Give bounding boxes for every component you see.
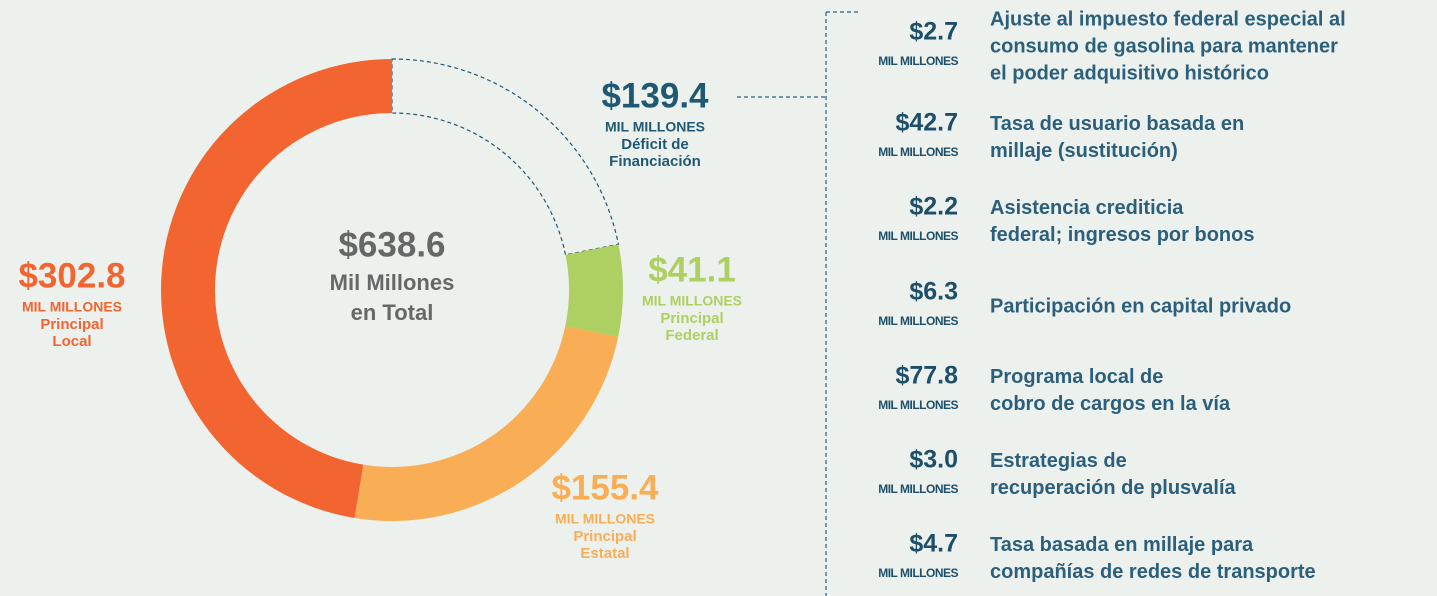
item-unit: MIL MILLONES [878, 229, 958, 243]
segment-unit: MIL MILLONES [605, 119, 705, 135]
item-text: Programa local de [990, 366, 1163, 388]
item-value: $2.2 [909, 193, 958, 221]
segment-value-label: $41.1 [648, 250, 736, 289]
segment-unit: MIL MILLONES [22, 299, 122, 315]
item-text: recuperación de plusvalía [990, 477, 1237, 499]
segment-label: Financiación [609, 153, 701, 170]
item-value: $2.7 [909, 18, 958, 46]
item-text: Estrategias de [990, 450, 1127, 472]
total-text: Mil Millones [330, 270, 455, 295]
segment-label: Local [52, 333, 91, 350]
item-value: $3.0 [909, 446, 958, 474]
total-label: $638.6 [338, 225, 445, 264]
item-unit: MIL MILLONES [878, 314, 958, 328]
item-unit: MIL MILLONES [878, 482, 958, 496]
item-text: Tasa basada en millaje para [990, 534, 1254, 556]
segment-value-label: $302.8 [18, 256, 125, 295]
donut-segment [391, 58, 620, 256]
segment-unit: MIL MILLONES [642, 293, 742, 309]
item-text: compañías de redes de transporte [990, 561, 1316, 583]
segment-label: Principal [573, 528, 636, 545]
item-text: federal; ingresos por bonos [990, 224, 1254, 246]
item-text: el poder adquisitivo histórico [990, 62, 1269, 84]
donut-segment [565, 244, 624, 337]
item-value: $42.7 [895, 109, 958, 137]
segment-label: Estatal [580, 545, 629, 562]
donut-segment [160, 59, 392, 518]
item-value: $6.3 [909, 278, 958, 306]
item-value: $4.7 [909, 530, 958, 558]
donut-segment [354, 326, 619, 521]
item-unit: MIL MILLONES [878, 398, 958, 412]
item-text: Participación en capital privado [990, 295, 1291, 317]
segment-label: Federal [665, 327, 718, 344]
item-unit: MIL MILLONES [878, 145, 958, 159]
total-text: en Total [351, 300, 434, 325]
segment-label: Déficit de [621, 136, 689, 153]
item-unit: MIL MILLONES [878, 54, 958, 68]
item-text: cobro de cargos en la vía [990, 393, 1231, 415]
item-value: $77.8 [895, 362, 958, 390]
segment-label: Principal [40, 316, 103, 333]
item-unit: MIL MILLONES [878, 566, 958, 580]
item-text: millaje (sustitución) [990, 140, 1178, 162]
item-text: Asistencia crediticia [990, 197, 1184, 219]
segment-label: Principal [660, 310, 723, 327]
item-text: consumo de gasolina para mantener [990, 35, 1338, 57]
item-text: Ajuste al impuesto federal especial al [990, 8, 1346, 30]
item-text: Tasa de usuario basada en [990, 113, 1244, 135]
segment-value-label: $139.4 [601, 76, 709, 115]
segment-unit: MIL MILLONES [555, 511, 655, 527]
segment-value-label: $155.4 [551, 468, 659, 507]
